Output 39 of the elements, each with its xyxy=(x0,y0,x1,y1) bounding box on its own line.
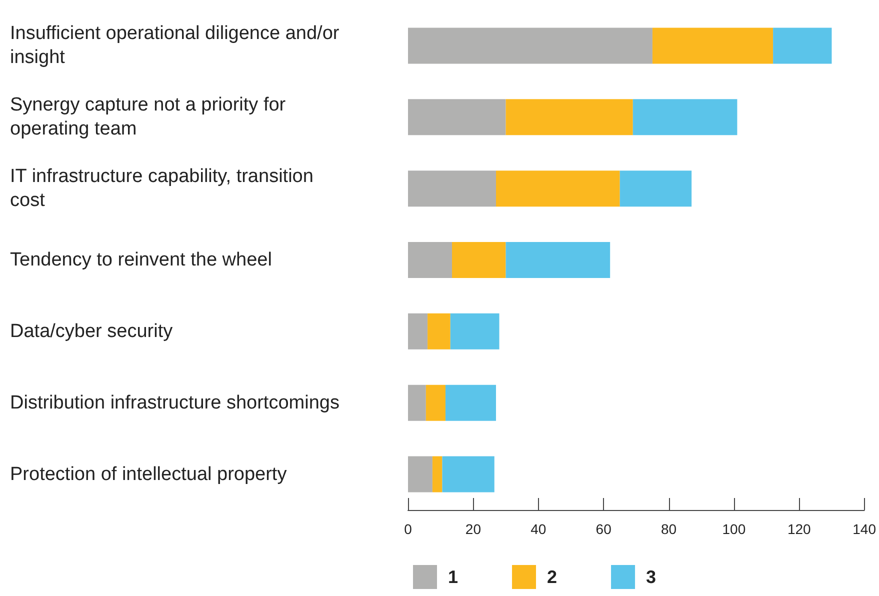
x-tick-label: 60 xyxy=(596,521,612,537)
bar xyxy=(506,242,610,278)
legend-label: 3 xyxy=(646,567,656,587)
bar xyxy=(450,313,500,350)
x-tick-label: 20 xyxy=(465,521,482,537)
y-tick-label: Insufficient operational diligence and/or insight xyxy=(10,23,344,68)
bar xyxy=(442,456,494,492)
bar xyxy=(620,170,692,207)
x-tick-label: 80 xyxy=(660,521,677,537)
y-tick-label: Tendency to reinvent the wheel xyxy=(10,250,272,270)
bar xyxy=(506,99,633,136)
x-tick-label: 0 xyxy=(404,521,412,537)
bar xyxy=(652,28,774,64)
bar xyxy=(445,384,496,421)
x-tick-label: 140 xyxy=(852,521,876,537)
bar xyxy=(432,456,442,492)
bar xyxy=(496,170,620,207)
bar xyxy=(408,456,432,492)
bar xyxy=(408,384,426,421)
x-tick-label: 120 xyxy=(787,521,812,537)
x-tick-label: 100 xyxy=(722,521,746,537)
y-tick-label: Distribution infrastructure shortcomings xyxy=(10,392,340,414)
legend-label: 2 xyxy=(547,567,558,587)
y-tick-label: IT infrastructure capability, transition cost xyxy=(10,166,319,212)
bar xyxy=(408,170,496,207)
bar xyxy=(426,384,446,421)
bar xyxy=(408,28,652,64)
bar xyxy=(408,99,506,136)
bar xyxy=(408,313,428,350)
bar xyxy=(632,99,738,136)
y-tick-label: Data/cyber security xyxy=(10,320,174,342)
bar xyxy=(773,28,832,64)
y-tick-label: Synergy capture not a priority for operating team xyxy=(10,94,291,140)
bar xyxy=(452,242,506,278)
y-tick-label: Protection of intellectual property xyxy=(10,464,288,485)
legend-label: 1 xyxy=(448,567,458,587)
bar xyxy=(408,242,452,278)
x-tick-label: 40 xyxy=(530,521,546,537)
bar xyxy=(428,313,450,350)
